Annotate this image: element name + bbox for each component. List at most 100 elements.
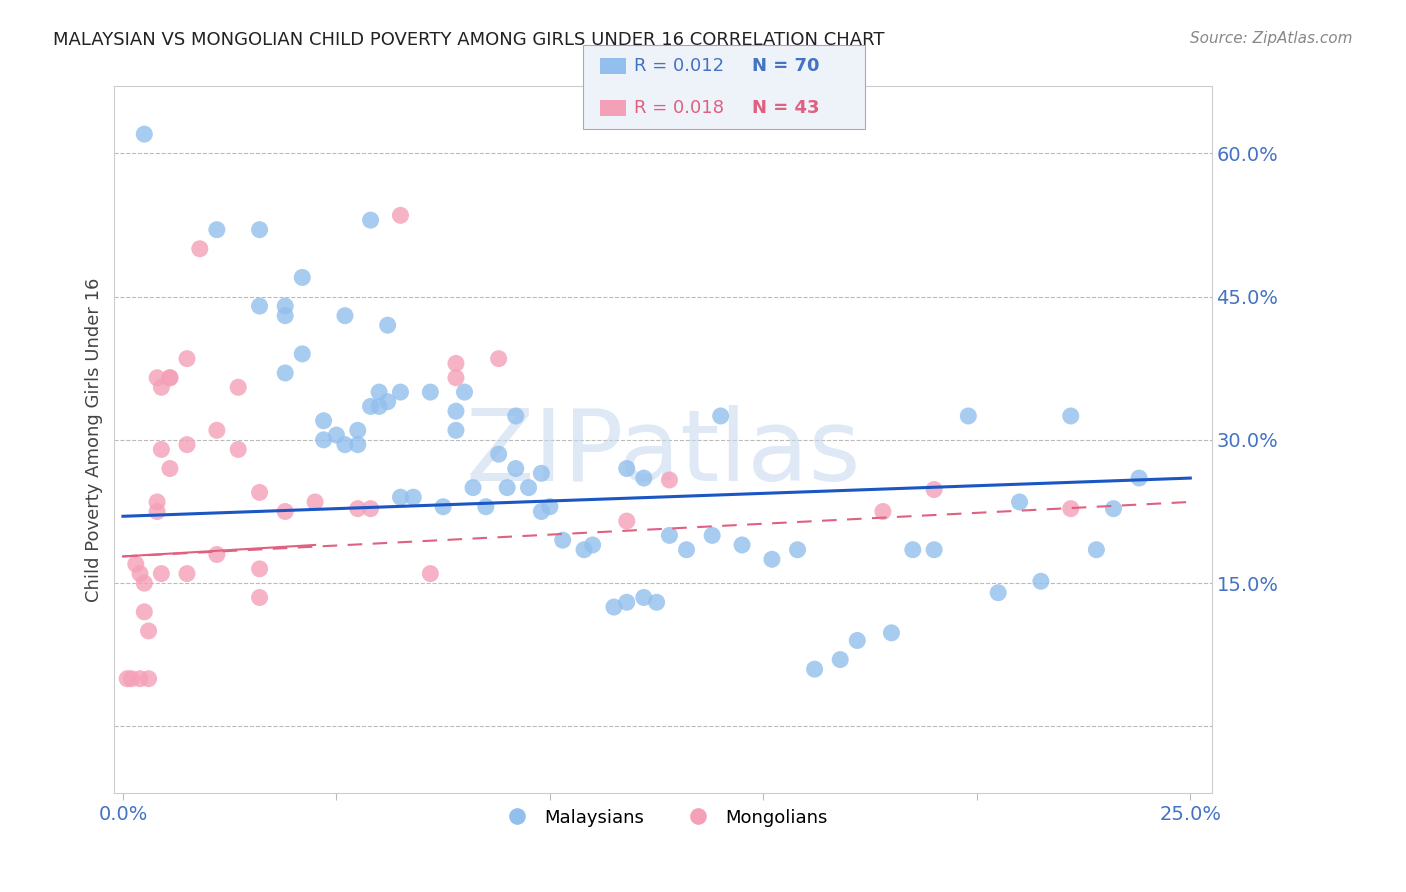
Point xyxy=(444,404,467,418)
Point xyxy=(710,409,733,423)
Point xyxy=(291,270,314,285)
Point xyxy=(159,461,181,475)
Point xyxy=(1102,501,1125,516)
Point xyxy=(572,542,595,557)
Point xyxy=(368,385,391,400)
Point xyxy=(496,481,519,495)
Point xyxy=(830,652,852,666)
Text: N = 43: N = 43 xyxy=(752,99,820,117)
Point xyxy=(419,385,441,400)
Point xyxy=(249,591,271,605)
Point xyxy=(658,528,681,542)
Point xyxy=(846,633,869,648)
Text: N = 70: N = 70 xyxy=(752,57,820,75)
Point xyxy=(333,309,356,323)
Point xyxy=(150,380,173,394)
Point xyxy=(1128,471,1150,485)
Point xyxy=(616,461,638,475)
Point xyxy=(360,400,382,414)
Point xyxy=(146,504,169,518)
Point xyxy=(226,380,249,394)
Point xyxy=(505,409,527,423)
Point xyxy=(304,495,326,509)
Point xyxy=(377,318,399,333)
Point xyxy=(530,504,553,518)
Point xyxy=(1008,495,1031,509)
Point xyxy=(291,347,314,361)
Point xyxy=(488,447,510,461)
Text: R = 0.012: R = 0.012 xyxy=(634,57,724,75)
Point xyxy=(461,481,484,495)
Point xyxy=(922,542,945,557)
Point xyxy=(530,467,553,481)
Point xyxy=(901,542,924,557)
Point xyxy=(360,213,382,227)
Point xyxy=(517,481,540,495)
Point xyxy=(134,576,156,591)
Point xyxy=(249,562,271,576)
Point xyxy=(274,309,297,323)
Point xyxy=(645,595,668,609)
Point xyxy=(922,483,945,497)
Point xyxy=(488,351,510,366)
Point xyxy=(226,442,249,457)
Point xyxy=(675,542,697,557)
Point xyxy=(551,533,574,548)
Point xyxy=(346,437,368,451)
Point xyxy=(150,442,173,457)
Point xyxy=(616,514,638,528)
Point xyxy=(115,672,138,686)
Point xyxy=(333,437,356,451)
Point xyxy=(176,437,198,451)
Point xyxy=(453,385,475,400)
Point xyxy=(444,370,467,384)
Point xyxy=(146,370,169,384)
Point xyxy=(360,501,382,516)
Point xyxy=(603,600,626,615)
Point xyxy=(475,500,498,514)
Point xyxy=(1060,409,1083,423)
Point xyxy=(389,490,412,504)
Point xyxy=(700,528,723,542)
Point xyxy=(176,351,198,366)
Text: R = 0.018: R = 0.018 xyxy=(634,99,724,117)
Point xyxy=(159,370,181,384)
Point xyxy=(987,585,1010,599)
Point xyxy=(150,566,173,581)
Point xyxy=(274,366,297,380)
Point xyxy=(581,538,603,552)
Point xyxy=(249,222,271,236)
Point xyxy=(432,500,454,514)
Point xyxy=(129,672,152,686)
Point xyxy=(176,566,198,581)
Point xyxy=(138,624,160,638)
Point xyxy=(125,557,148,571)
Point xyxy=(134,605,156,619)
Point xyxy=(188,242,211,256)
Legend: Malaysians, Mongolians: Malaysians, Mongolians xyxy=(492,801,835,834)
Point xyxy=(1029,574,1052,589)
Point xyxy=(402,490,425,504)
Point xyxy=(368,400,391,414)
Point xyxy=(444,423,467,437)
Point xyxy=(249,299,271,313)
Point xyxy=(325,428,347,442)
Point xyxy=(205,222,228,236)
Point xyxy=(786,542,808,557)
Text: Source: ZipAtlas.com: Source: ZipAtlas.com xyxy=(1189,31,1353,46)
Point xyxy=(249,485,271,500)
Point xyxy=(312,414,335,428)
Point xyxy=(633,471,655,485)
Point xyxy=(803,662,825,676)
Point xyxy=(419,566,441,581)
Point xyxy=(389,208,412,222)
Point xyxy=(121,672,143,686)
Point xyxy=(274,299,297,313)
Point xyxy=(731,538,754,552)
Point xyxy=(633,591,655,605)
Point xyxy=(389,385,412,400)
Point xyxy=(1085,542,1108,557)
Point xyxy=(159,370,181,384)
Text: MALAYSIAN VS MONGOLIAN CHILD POVERTY AMONG GIRLS UNDER 16 CORRELATION CHART: MALAYSIAN VS MONGOLIAN CHILD POVERTY AMO… xyxy=(53,31,884,49)
Point xyxy=(377,394,399,409)
